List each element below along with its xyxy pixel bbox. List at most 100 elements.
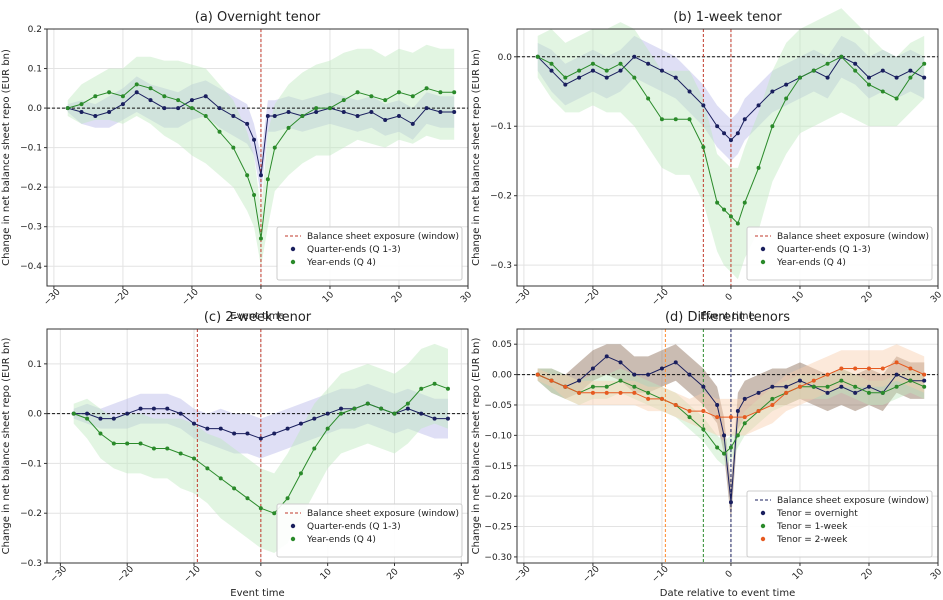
- data-point: [590, 384, 595, 389]
- data-point: [218, 476, 223, 481]
- y-tick-label: 0.00: [492, 371, 512, 381]
- data-point: [93, 113, 98, 118]
- data-point: [880, 390, 885, 395]
- y-tick-label: 0.0: [498, 53, 513, 63]
- y-tick-label: −0.2: [20, 183, 42, 193]
- data-point: [770, 384, 775, 389]
- data-point: [839, 378, 844, 383]
- legend-box: [746, 226, 933, 281]
- data-point: [148, 98, 153, 103]
- data-point: [894, 384, 899, 389]
- data-point: [735, 131, 740, 136]
- data-point: [604, 390, 609, 395]
- legend-label: Tenor = overnight: [776, 509, 858, 519]
- data-point: [577, 75, 582, 80]
- data-point: [839, 366, 844, 371]
- data-point: [148, 86, 153, 91]
- data-point: [811, 378, 816, 383]
- data-point: [85, 416, 90, 421]
- data-point: [715, 445, 720, 450]
- data-point: [894, 96, 899, 101]
- data-point: [232, 431, 237, 436]
- data-point: [839, 384, 844, 389]
- data-point: [258, 173, 263, 178]
- data-point: [369, 110, 374, 115]
- data-point: [405, 406, 410, 411]
- data-point: [646, 61, 651, 66]
- data-point: [577, 68, 582, 73]
- data-point: [111, 416, 116, 421]
- data-point: [217, 129, 222, 134]
- data-point: [687, 117, 692, 122]
- legend-label: Tenor = 1-week: [776, 522, 848, 532]
- y-tick-label: −0.3: [490, 261, 512, 271]
- data-point: [590, 366, 595, 371]
- legend-marker: [290, 536, 296, 542]
- data-point: [742, 200, 747, 205]
- data-point: [438, 110, 443, 115]
- data-point: [604, 75, 609, 80]
- legend-label: Balance sheet exposure (window): [777, 496, 929, 506]
- panel-3: (c) 2-week tenor−30 −20 −10 0 10 20 300.10.0−0…: [1, 310, 469, 599]
- legend-label: Balance sheet exposure (window): [307, 509, 459, 519]
- data-point: [577, 378, 582, 383]
- data-point: [797, 378, 802, 383]
- data-point: [604, 354, 609, 359]
- legend-label: Year-ends (Q 4): [306, 258, 376, 268]
- data-point: [85, 411, 90, 416]
- data-point: [339, 411, 344, 416]
- legend-box: [276, 503, 463, 558]
- data-point: [853, 68, 858, 73]
- data-point: [825, 372, 830, 377]
- data-point: [866, 390, 871, 395]
- data-point: [231, 113, 236, 118]
- data-point: [245, 121, 250, 126]
- axes-frame: [516, 28, 939, 287]
- data-point: [632, 75, 637, 80]
- data-point: [673, 75, 678, 80]
- data-point: [673, 360, 678, 365]
- data-point: [618, 68, 623, 73]
- data-point: [908, 68, 913, 73]
- y-tick-label: −0.3: [20, 559, 42, 569]
- data-point: [325, 426, 330, 431]
- data-point: [563, 384, 568, 389]
- data-point: [722, 131, 727, 136]
- data-point: [445, 416, 450, 421]
- y-tick-label: 0.2: [28, 25, 42, 35]
- data-point: [258, 236, 263, 241]
- y-tick-label: −0.4: [20, 262, 42, 272]
- data-point: [452, 110, 457, 115]
- legend-label: Tenor = 2-week: [776, 535, 848, 545]
- data-point: [203, 94, 208, 99]
- data-point: [252, 137, 257, 142]
- data-point: [590, 390, 595, 395]
- data-point: [728, 500, 733, 505]
- data-point: [784, 390, 789, 395]
- x-axis-label: Event time: [230, 311, 284, 322]
- data-point: [701, 427, 706, 432]
- data-point: [192, 456, 197, 461]
- data-point: [162, 94, 167, 99]
- panel-title: (b) 1-week tenor: [673, 10, 782, 25]
- data-point: [341, 98, 346, 103]
- data-point: [742, 421, 747, 426]
- data-point: [922, 75, 927, 80]
- y-tick-label: 0.1: [28, 360, 42, 370]
- data-point: [424, 106, 429, 111]
- data-point: [549, 61, 554, 66]
- x-tick-label: 0: [254, 292, 265, 303]
- data-point: [379, 406, 384, 411]
- data-point: [659, 366, 664, 371]
- data-point: [687, 372, 692, 377]
- data-point: [880, 68, 885, 73]
- x-tick-label: 30: [929, 567, 943, 582]
- data-point: [120, 102, 125, 107]
- data-point: [784, 82, 789, 87]
- legend: Balance sheet exposure (window) Quarter-e…: [746, 226, 933, 281]
- data-point: [419, 386, 424, 391]
- panel-title: (c) 2-week tenor: [204, 310, 312, 325]
- data-point: [314, 106, 319, 111]
- data-point: [419, 411, 424, 416]
- data-point: [178, 451, 183, 456]
